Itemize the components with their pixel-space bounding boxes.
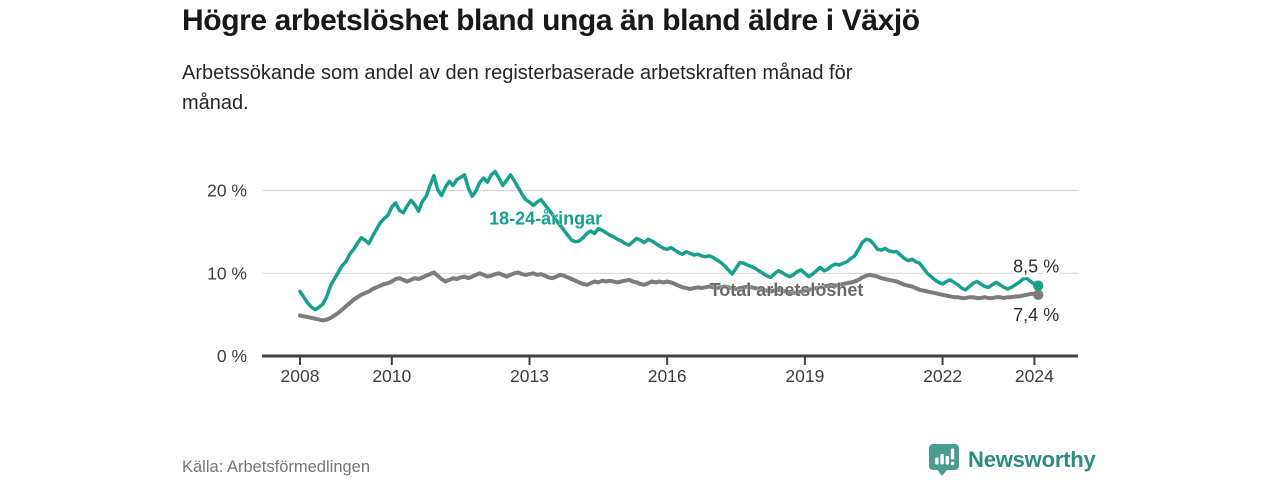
chart-subtitle: Arbetssökande som andel av den registerb… (182, 58, 852, 118)
y-tick-label: 10 % (207, 263, 247, 283)
x-tick-label: 2013 (510, 366, 549, 386)
series-end-value-label: 7,4 % (1013, 305, 1059, 325)
x-tick-label: 2016 (648, 366, 687, 386)
series-label: 18-24-åringar (489, 209, 602, 229)
series-line-youth (298, 169, 1040, 312)
source-note: Källa: Arbetsförmedlingen (182, 458, 371, 476)
series-end-value-label: 8,5 % (1013, 257, 1059, 277)
chart-title: Högre arbetslöshet bland unga än bland ä… (182, 4, 920, 37)
chart-subtitle-line-2: månad. (182, 92, 249, 114)
series-end-dot (1033, 280, 1044, 291)
x-tick-label: 2008 (281, 366, 320, 386)
x-tick-label: 2024 (1015, 366, 1054, 386)
x-tick-label: 2019 (785, 366, 824, 386)
series-label: Total arbetslöshet (710, 280, 864, 300)
y-tick-label: 20 % (207, 181, 247, 201)
newsworthy-icon (929, 444, 959, 476)
series-end-dot (1033, 289, 1044, 300)
y-tick-label: 0 % (217, 346, 247, 366)
newsworthy-logo[interactable]: Newsworthy (929, 443, 1096, 477)
x-tick-label: 2010 (372, 366, 411, 386)
x-tick-label: 2022 (923, 366, 962, 386)
chart-subtitle-line-1: Arbetssökande som andel av den registerb… (182, 62, 853, 84)
series-line-total (298, 270, 1041, 323)
newsworthy-wordmark: Newsworthy (968, 447, 1096, 472)
